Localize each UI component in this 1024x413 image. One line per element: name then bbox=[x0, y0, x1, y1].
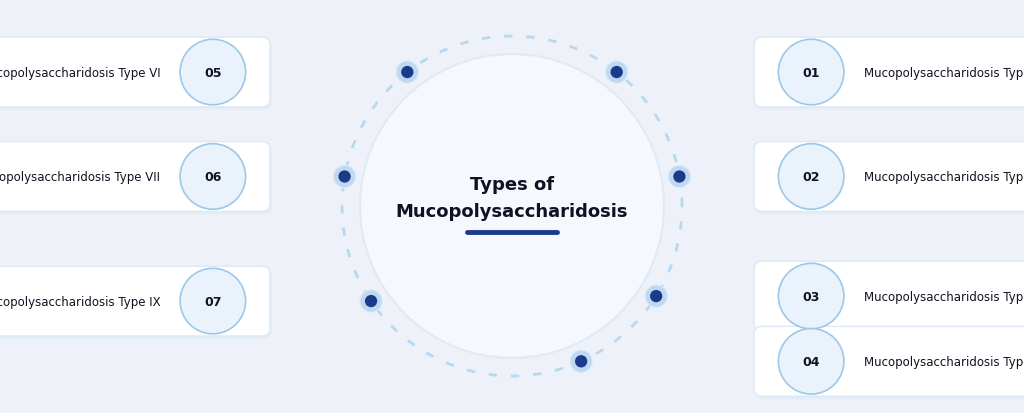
FancyBboxPatch shape bbox=[756, 265, 1024, 334]
Circle shape bbox=[778, 329, 844, 394]
Circle shape bbox=[180, 40, 246, 106]
Text: 07: 07 bbox=[204, 295, 221, 308]
Circle shape bbox=[605, 62, 628, 84]
Circle shape bbox=[334, 166, 356, 188]
Circle shape bbox=[778, 145, 844, 210]
FancyBboxPatch shape bbox=[0, 145, 272, 215]
Text: 03: 03 bbox=[803, 290, 820, 303]
FancyBboxPatch shape bbox=[0, 270, 272, 339]
Circle shape bbox=[570, 350, 593, 373]
Circle shape bbox=[645, 285, 668, 308]
Circle shape bbox=[650, 290, 663, 302]
Circle shape bbox=[610, 67, 623, 79]
FancyBboxPatch shape bbox=[754, 261, 1024, 331]
Text: 04: 04 bbox=[803, 355, 820, 368]
Circle shape bbox=[365, 295, 377, 307]
Circle shape bbox=[180, 268, 246, 334]
Text: 01: 01 bbox=[803, 66, 820, 79]
Text: Types of: Types of bbox=[470, 176, 554, 194]
FancyBboxPatch shape bbox=[756, 330, 1024, 399]
Circle shape bbox=[575, 355, 588, 368]
Circle shape bbox=[401, 67, 414, 79]
Text: Mucopolysaccharidosis Type VII: Mucopolysaccharidosis Type VII bbox=[0, 171, 161, 183]
Circle shape bbox=[339, 171, 351, 183]
Circle shape bbox=[180, 145, 246, 210]
FancyBboxPatch shape bbox=[0, 41, 272, 111]
FancyBboxPatch shape bbox=[756, 41, 1024, 111]
FancyBboxPatch shape bbox=[754, 327, 1024, 396]
Text: Mucopolysaccharidosis Type IX: Mucopolysaccharidosis Type IX bbox=[0, 295, 161, 308]
Text: Mucopolysaccharidosis Type VI: Mucopolysaccharidosis Type VI bbox=[0, 66, 161, 79]
Text: 05: 05 bbox=[204, 66, 221, 79]
Circle shape bbox=[360, 55, 664, 358]
Text: Mucopolysaccharidosis Type III: Mucopolysaccharidosis Type III bbox=[863, 290, 1024, 303]
Circle shape bbox=[673, 171, 685, 183]
FancyBboxPatch shape bbox=[0, 266, 270, 336]
Circle shape bbox=[778, 40, 844, 106]
Text: Mucopolysaccharidosis: Mucopolysaccharidosis bbox=[395, 202, 629, 221]
Text: 02: 02 bbox=[803, 171, 820, 183]
Circle shape bbox=[668, 166, 690, 188]
Text: Mucopolysaccharidosis Type I: Mucopolysaccharidosis Type I bbox=[863, 66, 1024, 79]
Text: Mucopolysaccharidosis Type II: Mucopolysaccharidosis Type II bbox=[863, 171, 1024, 183]
FancyBboxPatch shape bbox=[756, 145, 1024, 215]
FancyBboxPatch shape bbox=[0, 142, 270, 212]
FancyBboxPatch shape bbox=[0, 38, 270, 108]
FancyBboxPatch shape bbox=[754, 38, 1024, 108]
FancyBboxPatch shape bbox=[754, 142, 1024, 212]
Text: Mucopolysaccharidosis Type IV: Mucopolysaccharidosis Type IV bbox=[863, 355, 1024, 368]
Circle shape bbox=[396, 62, 419, 84]
Text: 06: 06 bbox=[204, 171, 221, 183]
Circle shape bbox=[359, 290, 382, 313]
Circle shape bbox=[778, 263, 844, 329]
